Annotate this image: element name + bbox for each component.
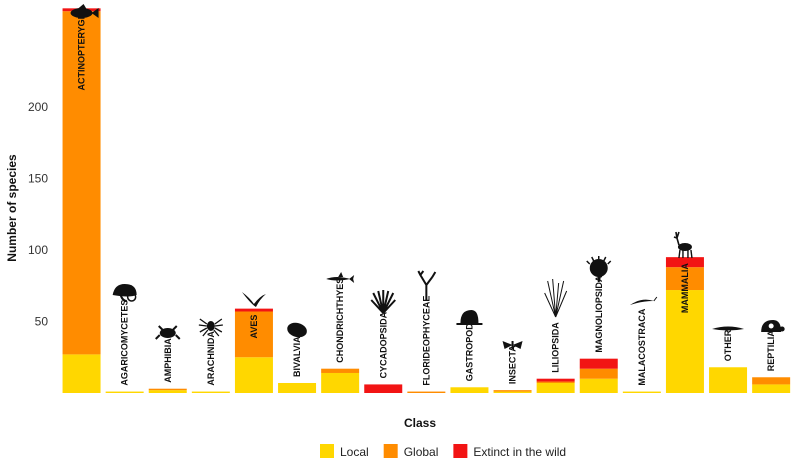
bar-segment [493, 390, 532, 392]
bar-segment [234, 308, 273, 312]
category-label: ARACHNIDA [206, 331, 216, 386]
cycad-icon [370, 290, 396, 314]
bar-segment [579, 358, 618, 369]
category-labels: ACTINOPTERYGII AGARICOMYCETES AMPHIBIA ARAC… [77, 14, 777, 385]
bird-icon [241, 292, 266, 307]
fish-icon [70, 4, 99, 18]
shrub-icon [586, 256, 612, 282]
legend-swatch [453, 444, 468, 458]
bar-segment [407, 391, 446, 393]
bar-segment [321, 372, 360, 393]
shark-icon [326, 272, 355, 283]
bar-segment [62, 354, 101, 393]
shrimp-icon [629, 296, 658, 305]
bar-segment [493, 391, 532, 393]
seaweed-icon [417, 270, 437, 301]
bar-segment [752, 377, 791, 385]
bar-segment [622, 391, 661, 393]
bar-segment [665, 290, 704, 393]
category-label: MAMMALIA [680, 263, 690, 313]
y-tick-label: 50 [35, 315, 49, 329]
bar-segment [665, 267, 704, 291]
spider-icon [198, 318, 223, 337]
bars [62, 8, 791, 393]
bar-segment [234, 357, 273, 393]
category-label: INSECTA [508, 345, 518, 384]
bar-segment [278, 382, 317, 393]
y-tick-label: 150 [28, 172, 48, 186]
bar-segment [450, 387, 489, 393]
eel-icon [712, 326, 745, 331]
y-tick-label: 100 [28, 243, 48, 257]
category-label: OTHER [723, 329, 733, 361]
bar-segment [234, 311, 273, 358]
moth-icon [502, 341, 523, 349]
category-label: AVES [249, 315, 259, 339]
bar-segment [536, 382, 575, 393]
y-axis: 50 100 150 200 [28, 100, 48, 329]
category-label: CHONDRICHTHYES [335, 278, 345, 363]
mussel-icon [287, 322, 307, 338]
snail-icon [456, 310, 483, 325]
legend-swatch [320, 444, 334, 458]
antelope-icon [673, 231, 693, 259]
category-label: MAGNOLIOPSIDA [594, 275, 604, 353]
legend-label: Local [340, 445, 369, 459]
category-label: FLORIDEOPHYCEAE [421, 296, 431, 386]
icons [70, 4, 785, 349]
grass-icon [544, 278, 568, 318]
bar-segment [105, 391, 144, 393]
category-label: GASTROPODA [464, 316, 474, 381]
bar-segment [364, 384, 403, 393]
bar-segment [148, 388, 187, 391]
bar-segment [665, 257, 704, 268]
category-label: BIVALVIA [292, 336, 302, 377]
bar-segment [321, 368, 360, 373]
bar-segment [752, 384, 791, 393]
y-axis-title: Number of species [5, 154, 19, 262]
bar-segment [62, 11, 101, 355]
bar-segment [536, 378, 575, 382]
legend-label: Global [404, 445, 439, 459]
bar-segment [536, 381, 575, 383]
bar-segment [579, 378, 618, 393]
category-label: AGARICOMYCETES [120, 300, 130, 386]
legend-label: Extinct in the wild [473, 445, 566, 459]
category-label: AMPHIBIA [163, 338, 173, 383]
mushroom-icon [112, 284, 137, 302]
category-label: REPTILIA [766, 330, 776, 372]
legend-swatch [383, 444, 398, 458]
bar-segment [709, 367, 748, 393]
bar-segment [579, 368, 618, 379]
category-label: ACTINOPTERYGII [77, 14, 87, 90]
category-label: MALACOSTRACA [637, 308, 647, 385]
bar-segment [148, 390, 187, 393]
tortoise-icon [761, 320, 785, 332]
legend: Local Global Extinct in the wild [320, 444, 566, 459]
bar-segment [191, 391, 230, 393]
x-axis-title: Class [404, 416, 436, 430]
category-label: LILIOPSIDA [551, 322, 561, 373]
frog-icon [155, 325, 181, 340]
y-tick-label: 200 [28, 100, 48, 114]
category-label: CYCADOPSIDA [378, 311, 388, 378]
